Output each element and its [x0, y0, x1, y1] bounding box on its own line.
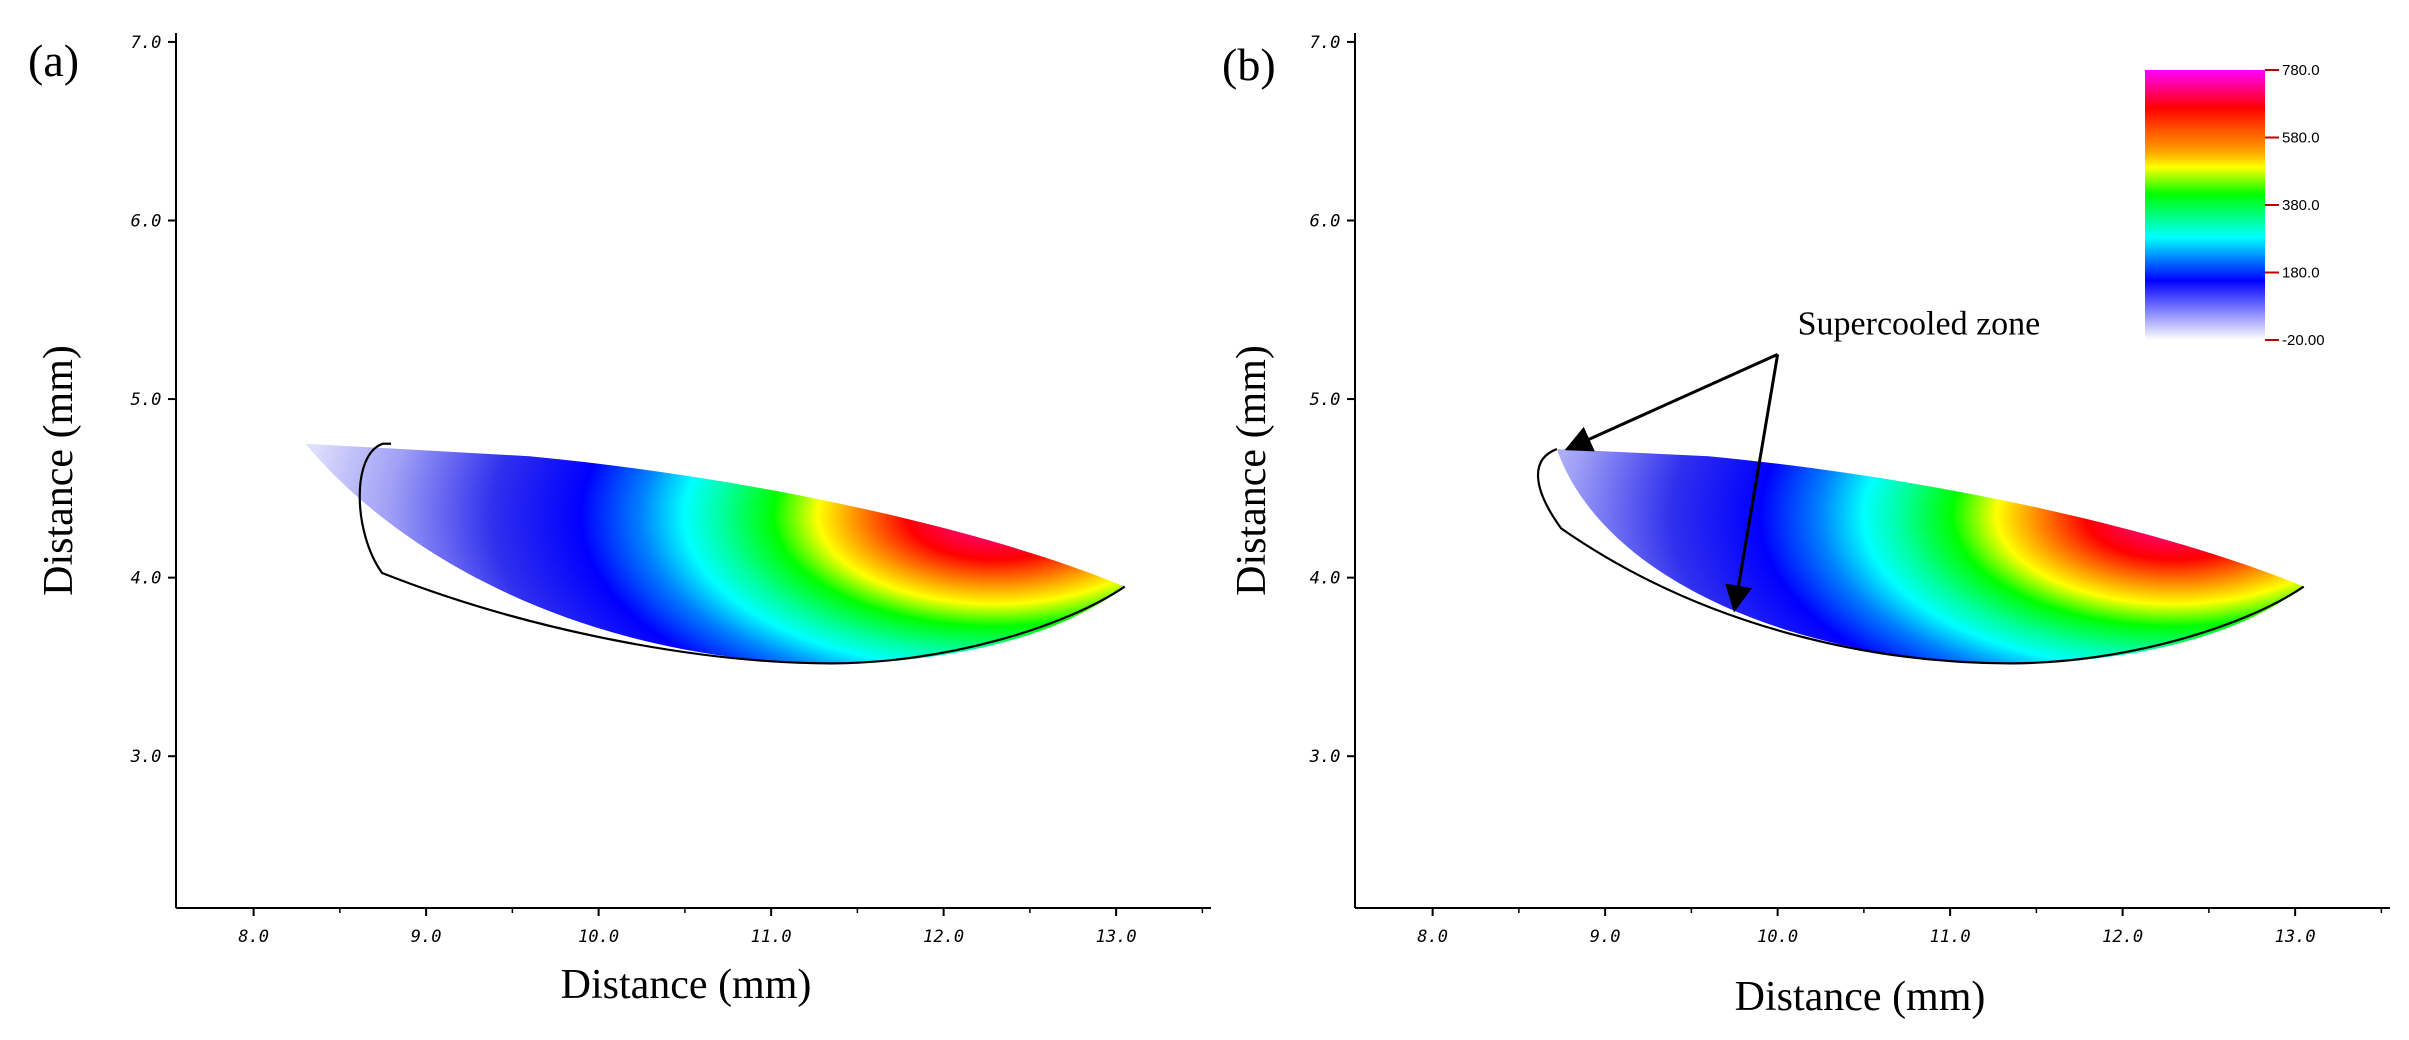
y-tick-label: 7.0 [131, 33, 162, 53]
panel-label: (a) [28, 35, 79, 86]
x-tick-label: 12.0 [923, 927, 964, 947]
x-tick-label: 9.0 [1590, 927, 1621, 947]
y-tick-label: 4.0 [131, 569, 162, 589]
colorbar-tick-label: -20.00 [2282, 332, 2325, 349]
x-tick-label: 13.0 [1096, 927, 1137, 947]
panel-label: (b) [1222, 39, 1276, 90]
annotation-label: Supercooled zone [1798, 305, 2041, 342]
y-tick-label: 3.0 [1309, 747, 1341, 767]
x-tick-label: 12.0 [2102, 927, 2143, 947]
liquidus-contour [1536, 448, 2305, 665]
colorbar-tick-label: 180.0 [2282, 265, 2320, 282]
y-tick-label: 6.0 [1310, 212, 1341, 232]
x-tick-label: 8.0 [238, 927, 269, 947]
colorbar [2145, 70, 2265, 340]
x-tick-label: 10.0 [1757, 927, 1798, 947]
y-tick-label: 7.0 [1310, 33, 1341, 53]
y-axis-title: Distance (mm) [1229, 345, 1275, 596]
panel-b: 8.0 9.0 10.0 11.0 12.0 13.0 3.0 4.0 5.0 6.0 7.0 780… [1222, 33, 2390, 1020]
colorbar-tick-label: 780.0 [2282, 62, 2320, 79]
x-axis-title: Distance (mm) [1735, 974, 1986, 1020]
x-tick-label: 10.0 [578, 927, 619, 947]
annotation-arrow [1725, 354, 1780, 613]
x-tick-label: 11.0 [751, 927, 792, 947]
x-axis-title: Distance (mm) [561, 962, 812, 1008]
x-tick-label: 11.0 [1930, 927, 1971, 947]
temperature-field [1556, 449, 2304, 664]
colorbar-tick-label: 580.0 [2282, 130, 2320, 147]
x-tick-label: 13.0 [2275, 927, 2316, 947]
x-tick-label: 9.0 [411, 927, 442, 947]
y-tick-label: 5.0 [1310, 390, 1341, 410]
y-tick-label: 3.0 [130, 747, 162, 767]
y-tick-label: 5.0 [131, 390, 162, 410]
liquidus-contour [358, 442, 1126, 665]
annotation-arrow [1564, 353, 1779, 452]
panel-a: 8.0 9.0 10.0 11.0 12.0 13.0 3.0 4.0 5.0 6.0 7.0 (a)… [28, 33, 1211, 1008]
colorbar-tick-label: 380.0 [2282, 197, 2320, 214]
y-axis-title: Distance (mm) [36, 345, 82, 596]
temperature-field [305, 443, 1125, 664]
x-tick-label: 8.0 [1417, 927, 1448, 947]
y-tick-label: 6.0 [131, 212, 162, 232]
y-tick-label: 4.0 [1310, 569, 1341, 589]
